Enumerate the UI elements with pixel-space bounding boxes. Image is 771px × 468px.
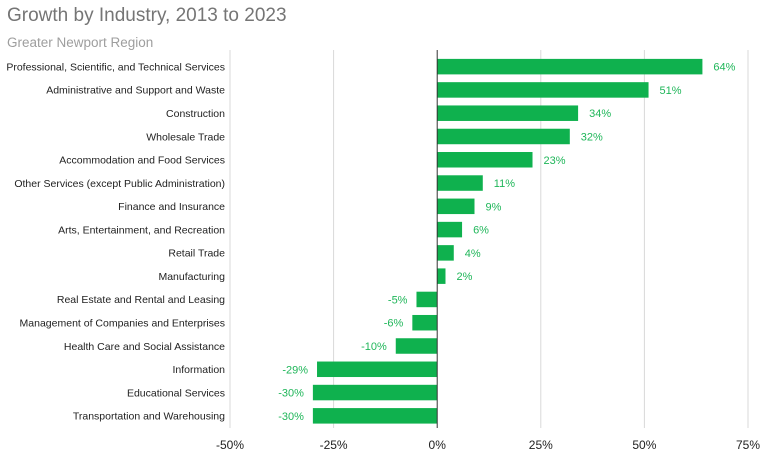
- category-label: Real Estate and Rental and Leasing: [57, 294, 225, 306]
- data-label: 4%: [465, 248, 481, 260]
- data-label: -10%: [361, 341, 387, 353]
- data-label: 9%: [485, 201, 501, 213]
- data-label: 2%: [456, 271, 472, 283]
- data-label: 23%: [544, 155, 566, 167]
- data-label: 6%: [473, 225, 489, 237]
- category-label: Manufacturing: [158, 271, 225, 283]
- data-labels: 64% 51% 34% 32% 23% 11% 9% 6% 4% 2% -5% -6% -10% -29%…: [278, 62, 735, 423]
- category-label: Transportation and Warehousing: [73, 411, 225, 423]
- chart-title: Growth by Industry, 2013 to 2023: [7, 5, 287, 26]
- data-label: -30%: [278, 388, 304, 400]
- category-label: Construction: [166, 108, 225, 120]
- category-label: Management of Companies and Enterprises: [20, 318, 225, 330]
- bar: [437, 58, 703, 75]
- data-label: -29%: [282, 364, 308, 376]
- category-label: Accommodation and Food Services: [59, 155, 225, 167]
- bar: [312, 384, 438, 401]
- bars: [312, 58, 703, 424]
- data-label: -5%: [388, 294, 408, 306]
- x-tick-label: 25%: [529, 438, 553, 452]
- bar: [437, 152, 533, 168]
- bar: [437, 198, 475, 215]
- category-label: Administrative and Support and Waste: [46, 85, 225, 97]
- category-label: Finance and Insurance: [118, 201, 225, 213]
- category-label: Professional, Scientific, and Technical …: [6, 61, 225, 73]
- x-tick-label: 75%: [736, 438, 760, 452]
- bar: [437, 221, 463, 238]
- category-label: Retail Trade: [168, 248, 225, 260]
- category-label: Information: [172, 364, 225, 376]
- category-label: Educational Services: [127, 387, 225, 399]
- category-label: Other Services (except Public Administra…: [14, 178, 225, 190]
- bar: [437, 128, 570, 145]
- category-label: Wholesale Trade: [146, 131, 225, 143]
- bar: [412, 314, 438, 331]
- data-label: 51%: [660, 85, 682, 97]
- category-label: Arts, Entertainment, and Recreation: [58, 224, 225, 236]
- data-label: 64%: [713, 62, 735, 74]
- x-tick-label: 50%: [632, 438, 656, 452]
- bar: [395, 338, 438, 354]
- category-label: Health Care and Social Assistance: [64, 341, 225, 353]
- bar: [437, 105, 579, 121]
- bar: [437, 82, 649, 98]
- bar: [437, 268, 446, 284]
- bar: [437, 175, 483, 191]
- data-label: -30%: [278, 411, 304, 423]
- category-labels: Professional, Scientific, and Technical …: [6, 61, 225, 422]
- data-label: 34%: [589, 108, 611, 120]
- x-tick-label: -25%: [320, 438, 348, 452]
- data-label: -6%: [384, 318, 404, 330]
- x-axis-ticks: -50% -25% 0% 25% 50% 75%: [216, 438, 760, 452]
- bar: [437, 245, 454, 261]
- chart-subtitle: Greater Newport Region: [7, 35, 154, 50]
- bar: [312, 408, 438, 424]
- x-tick-label: 0%: [429, 438, 447, 452]
- bar: [416, 291, 438, 308]
- bar: [317, 361, 438, 378]
- data-label: 32%: [581, 131, 603, 143]
- x-tick-label: -50%: [216, 438, 244, 452]
- data-label: 11%: [494, 178, 515, 190]
